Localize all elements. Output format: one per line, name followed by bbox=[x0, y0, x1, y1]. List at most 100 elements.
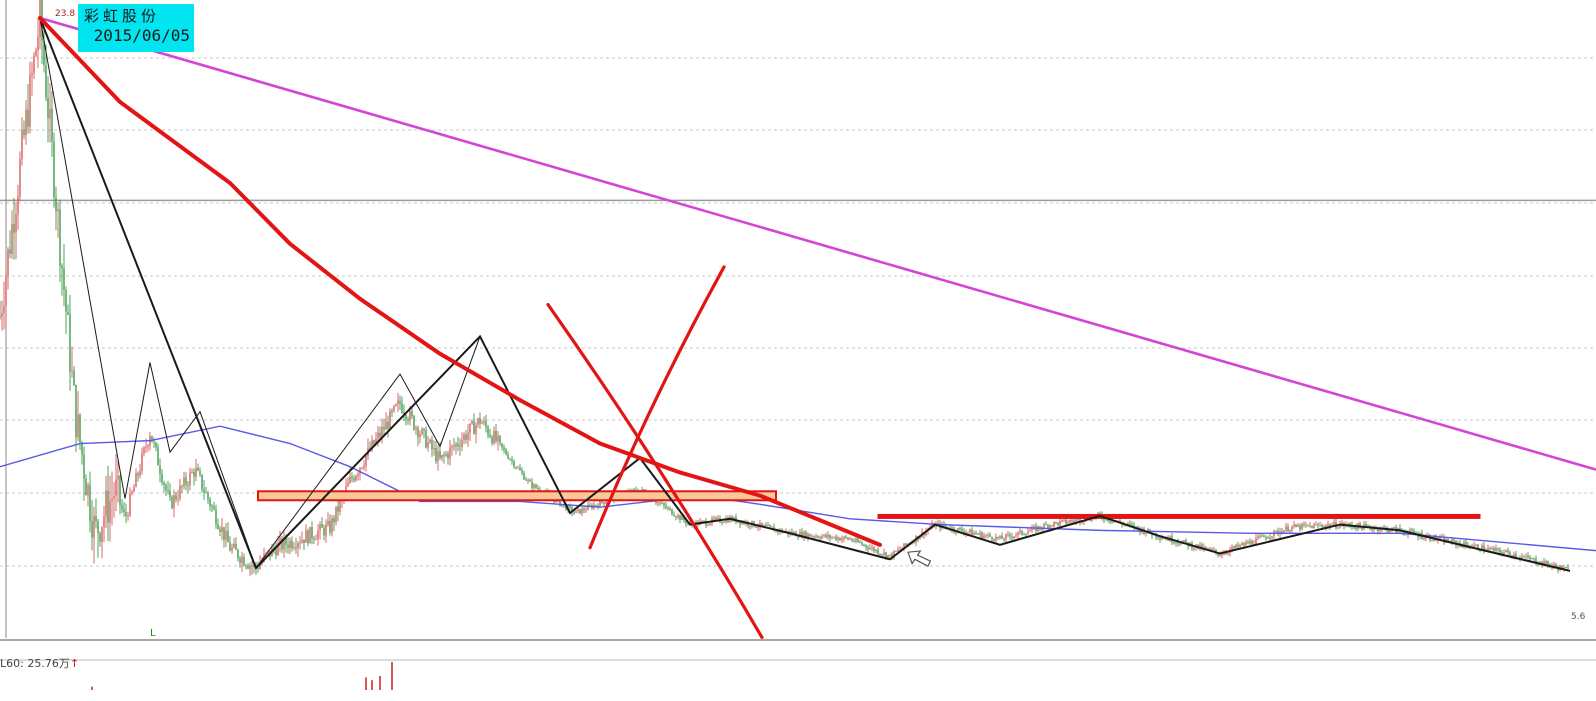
candle-body bbox=[283, 537, 285, 550]
candle-body bbox=[1477, 544, 1479, 550]
candle-body bbox=[895, 550, 897, 552]
candle-body bbox=[1325, 525, 1327, 528]
candle-body bbox=[837, 537, 839, 540]
candle-body bbox=[365, 455, 367, 466]
candle-body bbox=[1553, 564, 1555, 566]
candle-body bbox=[885, 552, 887, 558]
candle-body bbox=[259, 563, 261, 569]
candle-body bbox=[1269, 537, 1271, 539]
candle-body bbox=[835, 536, 837, 540]
candle-body bbox=[163, 482, 165, 486]
candle-body bbox=[1497, 547, 1499, 550]
candle-body bbox=[279, 538, 281, 544]
candle-body bbox=[1245, 541, 1247, 546]
candle-body bbox=[605, 501, 607, 504]
candle-body bbox=[1295, 524, 1297, 527]
volume-bar bbox=[365, 677, 367, 690]
candle-body bbox=[441, 454, 443, 459]
candle-body bbox=[1199, 544, 1201, 549]
candle-body bbox=[153, 441, 155, 443]
candle-body bbox=[387, 421, 389, 429]
candle-body bbox=[0, 316, 1, 318]
candle-body bbox=[1515, 554, 1517, 558]
candle-body bbox=[443, 454, 445, 456]
candle-body bbox=[1225, 552, 1227, 554]
moving-average-series bbox=[0, 425, 1596, 552]
candle-body bbox=[205, 492, 207, 494]
candle-body bbox=[469, 423, 471, 434]
candle-body bbox=[1499, 549, 1501, 553]
candle-body bbox=[873, 547, 875, 551]
candle-body bbox=[485, 421, 487, 428]
candle-body bbox=[633, 489, 635, 491]
candle-body bbox=[1043, 524, 1045, 529]
candle-body bbox=[1339, 524, 1341, 528]
candle-body bbox=[297, 543, 299, 548]
candle-body bbox=[771, 526, 773, 528]
candle-body bbox=[239, 558, 241, 563]
support-zones bbox=[257, 490, 1481, 519]
candle-body bbox=[189, 472, 191, 486]
candle-body bbox=[339, 500, 341, 512]
candle-body bbox=[879, 553, 881, 555]
candle-body bbox=[577, 508, 579, 511]
candle-body bbox=[345, 486, 347, 495]
candle-body bbox=[9, 249, 11, 254]
candle-body bbox=[295, 547, 297, 549]
candle-body bbox=[433, 448, 435, 450]
candle-body bbox=[31, 72, 33, 75]
candle-body bbox=[1435, 535, 1437, 541]
candle-body bbox=[677, 515, 679, 518]
candle-body bbox=[131, 491, 133, 494]
candle-body bbox=[957, 527, 959, 533]
candle-body bbox=[817, 536, 819, 538]
candle-body bbox=[215, 509, 217, 525]
candle-body bbox=[1301, 523, 1303, 530]
candle-body bbox=[415, 427, 417, 430]
candle-body bbox=[683, 516, 685, 521]
candle-body bbox=[565, 504, 567, 511]
candle-body bbox=[1431, 539, 1433, 541]
candle-body bbox=[245, 565, 247, 567]
candle-body bbox=[53, 141, 55, 198]
candle-body bbox=[925, 531, 927, 536]
candle-body bbox=[467, 433, 469, 440]
candle-body bbox=[337, 506, 339, 512]
candle-body bbox=[17, 196, 19, 215]
candle-body bbox=[379, 432, 381, 437]
candle-body bbox=[213, 506, 215, 510]
candle-body bbox=[7, 249, 9, 276]
candle-body bbox=[641, 489, 643, 491]
candle-body bbox=[1027, 531, 1029, 535]
candle-body bbox=[1079, 518, 1081, 523]
candle-body bbox=[739, 521, 741, 525]
volume-bar bbox=[371, 680, 373, 690]
moving-average-line bbox=[0, 425, 1596, 552]
candle-body bbox=[967, 532, 969, 534]
candle-body bbox=[975, 533, 977, 535]
candle-body bbox=[1231, 546, 1233, 550]
candle-body bbox=[855, 538, 857, 542]
candle-body bbox=[129, 493, 131, 516]
candle-body bbox=[525, 479, 527, 481]
trendline-annotations bbox=[38, 16, 1596, 547]
candle-body bbox=[49, 108, 51, 119]
candle-body bbox=[737, 521, 739, 523]
candle-body bbox=[489, 434, 491, 437]
candle-body bbox=[23, 129, 25, 136]
candle-body bbox=[515, 466, 517, 468]
candle-body bbox=[407, 419, 409, 421]
candle-body bbox=[571, 507, 573, 513]
candle-body bbox=[313, 538, 315, 540]
candle-body bbox=[233, 543, 235, 548]
candle-body bbox=[767, 524, 769, 526]
candle-body bbox=[1561, 565, 1563, 570]
candle-body bbox=[457, 443, 459, 446]
candle-body bbox=[305, 530, 307, 543]
candle-body bbox=[1303, 523, 1305, 526]
candle-body bbox=[1041, 528, 1043, 530]
candle-body bbox=[47, 97, 49, 119]
zigzag-annotations bbox=[39, 17, 1571, 572]
